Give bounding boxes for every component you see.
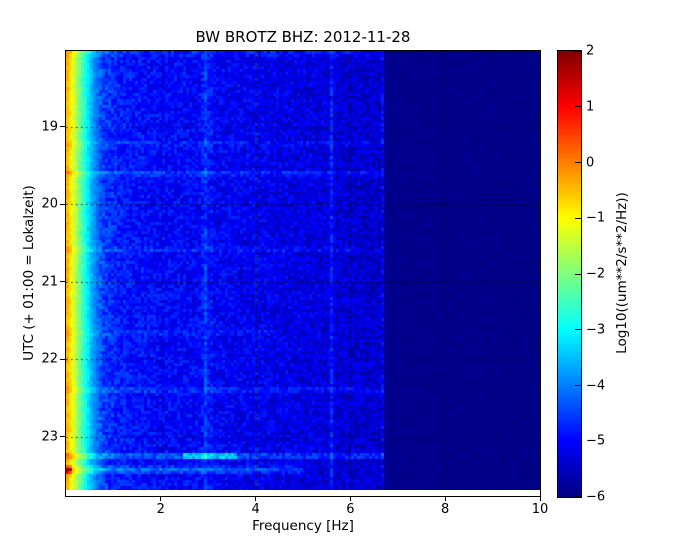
y-tick-label: 23 — [41, 429, 58, 445]
x-tick-mark — [539, 497, 541, 501]
colorbar-tick-mark — [575, 50, 581, 52]
colorbar-tick-label: −1 — [586, 210, 606, 226]
y-tick-label: 19 — [41, 119, 58, 135]
y-tick-mark — [60, 203, 65, 205]
x-axis-label: Frequency [Hz] — [252, 518, 354, 534]
x-tick-mark — [160, 497, 162, 501]
y-tick-label: 22 — [41, 351, 58, 367]
colorbar-tick-label: 0 — [586, 155, 595, 170]
x-tick-label: 8 — [441, 502, 450, 517]
colorbar-tick-label: 1 — [586, 99, 595, 115]
colorbar-tick-label: −2 — [586, 266, 606, 282]
y-tick-label: 20 — [41, 196, 58, 212]
x-tick-mark — [444, 497, 446, 501]
colorbar-tick-label: −3 — [586, 322, 606, 338]
spectrogram-canvas — [66, 51, 540, 490]
plot-area — [65, 50, 541, 497]
colorbar-tick-label: 2 — [586, 43, 595, 59]
colorbar-tick-mark — [575, 162, 581, 163]
y-tick-label: 21 — [41, 274, 58, 290]
plot-title: BW BROTZ BHZ: 2012-11-28 — [195, 28, 411, 46]
colorbar-tick-mark — [575, 440, 581, 442]
colorbar-tick-label: −6 — [586, 489, 606, 505]
y-axis-label: UTC (+ 01:00 = Lokalzeit) — [21, 185, 37, 361]
y-tick-mark — [60, 358, 65, 360]
colorbar-tick-mark — [575, 329, 581, 331]
colorbar-tick-label: −4 — [586, 378, 606, 393]
x-tick-mark — [349, 497, 351, 501]
y-tick-mark — [60, 436, 65, 438]
y-tick-mark — [60, 281, 65, 283]
colorbar-tick-mark — [575, 385, 581, 386]
x-tick-label: 10 — [531, 502, 549, 517]
colorbar-label: Log10((um**2/s**2/Hz)) — [614, 192, 630, 354]
colorbar-tick-mark — [575, 273, 581, 275]
x-tick-mark — [255, 497, 257, 501]
x-tick-label: 2 — [156, 502, 165, 517]
colorbar-tick-mark — [575, 495, 581, 497]
y-tick-mark — [60, 126, 65, 128]
x-tick-label: 4 — [251, 502, 260, 517]
colorbar-tick-label: −5 — [586, 433, 606, 449]
colorbar-tick-mark — [575, 106, 581, 108]
colorbar-tick-mark — [575, 217, 581, 219]
x-tick-label: 6 — [346, 502, 355, 517]
